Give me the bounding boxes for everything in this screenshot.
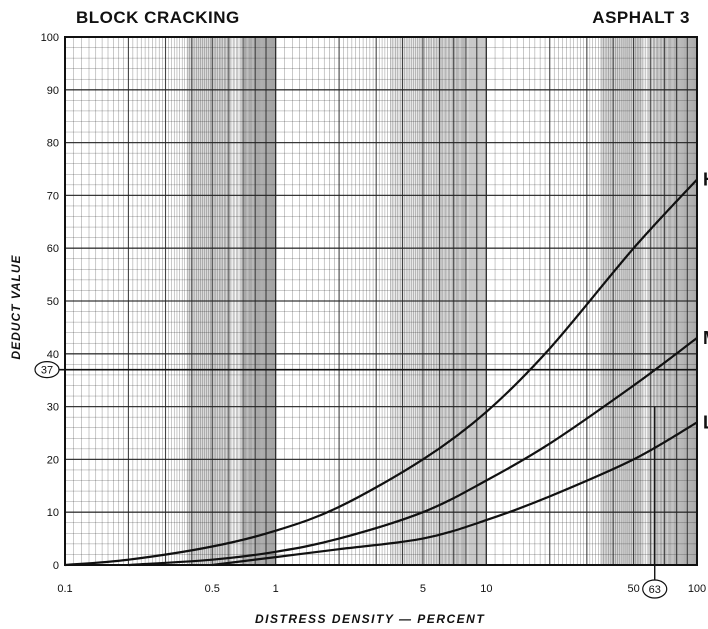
x-tick-label: 10: [480, 583, 492, 595]
curve-labels: H M L: [703, 170, 708, 433]
y-tick-label: 10: [47, 507, 59, 519]
curve-h: [64, 178, 698, 567]
x-tick-label: 1: [273, 583, 279, 595]
curve-label-l: L: [703, 412, 708, 432]
y-tick-label: 80: [47, 138, 59, 150]
y-tick-label: 60: [47, 243, 59, 255]
x-tick-label: 50: [627, 583, 639, 595]
reference-lines: 37 63: [34, 361, 697, 599]
x-tick-label: 0.1: [57, 583, 72, 595]
curve-label-h: H: [703, 170, 708, 190]
y-tick-label: 30: [47, 402, 59, 414]
chart-subtitle: ASPHALT 3: [592, 8, 690, 27]
annotation-label-y: 37: [41, 365, 53, 377]
x-tick-label: 5: [420, 583, 426, 595]
y-tick-label: 0: [53, 560, 59, 572]
curves: [64, 178, 698, 567]
y-tick-label: 70: [47, 190, 59, 202]
annotation-circle-x: [642, 579, 668, 599]
y-tick-label: 40: [47, 349, 59, 361]
plot-border: [64, 36, 698, 566]
y-tick-label: 90: [47, 85, 59, 97]
curve-m: [128, 337, 698, 567]
curve-label-m: M: [703, 328, 708, 348]
x-tick-label: 100: [688, 583, 706, 595]
curve-l: [212, 421, 698, 567]
plot-frame: [64, 36, 698, 566]
annotation-label-x: 63: [649, 584, 661, 596]
annotation-circle-y: [34, 361, 60, 379]
chart-title: BLOCK CRACKING: [76, 8, 240, 27]
y-tick-label: 50: [47, 296, 59, 308]
x-tick-label: 0.5: [205, 583, 220, 595]
y-tick-label: 20: [47, 454, 59, 466]
y-tick-label: 100: [41, 32, 59, 44]
tick-labels: 0 10 20 30 40 50 60 70 80 90 100 0.1 0.5 1 5 10 50 100: [41, 32, 707, 595]
x-axis-label: DISTRESS DENSITY — PERCENT: [255, 612, 486, 626]
